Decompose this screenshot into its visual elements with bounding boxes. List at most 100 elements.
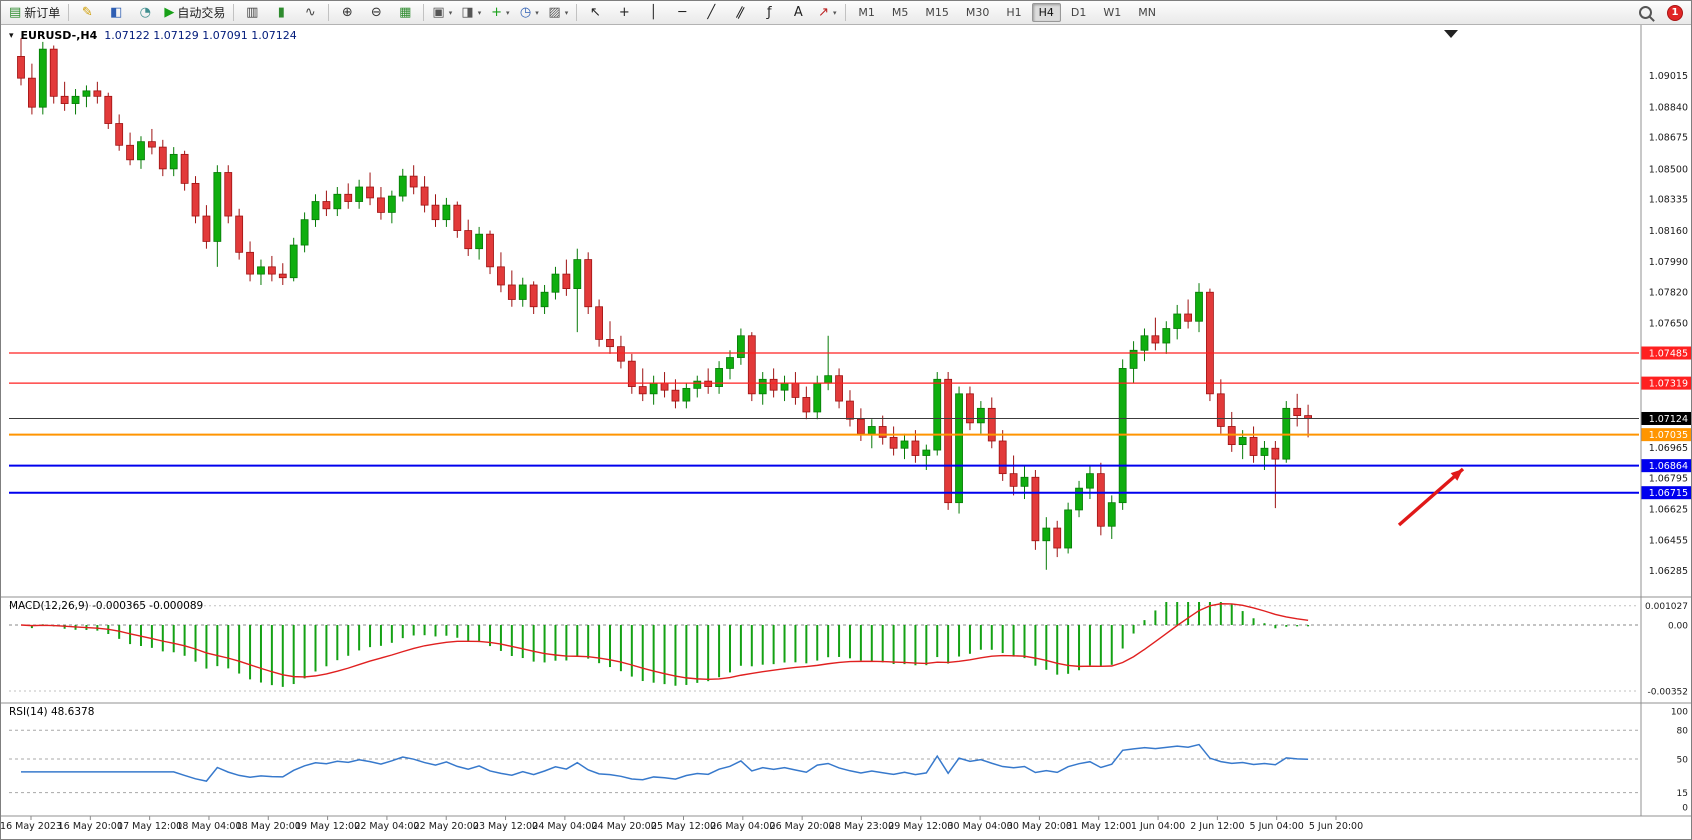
strategy-tester-button[interactable]: ◔ <box>131 2 159 24</box>
toolbar-separator <box>233 4 235 21</box>
horizontal-line-button[interactable]: ─ <box>668 2 696 24</box>
notification-badge[interactable]: 1 <box>1667 4 1683 21</box>
template-button[interactable]: ▨ ▾ <box>544 2 572 24</box>
bar-chart-button[interactable]: ▥ <box>238 2 266 24</box>
bull-candle <box>311 201 320 221</box>
bear-candle <box>507 284 516 300</box>
arrow-icon: ↗ <box>818 5 830 20</box>
bear-candle <box>1184 313 1193 322</box>
crosshair-button[interactable]: + <box>610 2 638 24</box>
tile-windows-icon: ▦ <box>399 5 412 20</box>
bear-candle <box>529 284 538 308</box>
time-label: 22 May 20:00 <box>414 821 479 832</box>
autotrading-button[interactable]: ▶ 自动交易 <box>160 2 229 24</box>
timeframe-MN[interactable]: MN <box>1138 6 1156 19</box>
time-label: 24 May 04:00 <box>532 821 597 832</box>
timeframe-H1[interactable]: H1 <box>1006 6 1022 19</box>
period-button[interactable]: ◷ ▾ <box>515 2 543 24</box>
bull-candle <box>475 233 484 250</box>
price-label: 1.07820 <box>1649 288 1688 299</box>
bear-candle <box>180 153 189 184</box>
timeframe-M15[interactable]: M15 <box>925 6 949 19</box>
timeframe-M1[interactable]: M1 <box>858 6 875 19</box>
bull-candle <box>1020 476 1029 487</box>
chevron-down-icon: ▾ <box>564 8 569 17</box>
clock-icon: ◷ <box>519 5 532 20</box>
bid-price-line-tag <box>1641 411 1691 425</box>
trendline-icon: ╱ <box>707 5 716 20</box>
rsi-scale-label: 0 <box>1682 804 1688 814</box>
price-label: 1.09015 <box>1649 71 1688 82</box>
resistance-line-2-tag <box>1641 376 1691 390</box>
price-tag-label: 1.07124 <box>1649 414 1688 425</box>
bull-candle <box>715 368 723 387</box>
timeframe-M5[interactable]: M5 <box>891 6 909 19</box>
market-watch-icon: ◧ <box>110 5 123 20</box>
bear-candle <box>835 375 843 402</box>
arrows-tool-button[interactable]: ↗ ▾ <box>813 2 841 24</box>
bear-candle <box>1206 291 1214 395</box>
timeframe-H4[interactable]: H4 <box>1031 3 1061 22</box>
macd-scale-label: 0.00 <box>1668 622 1688 632</box>
bull-candle <box>518 284 527 300</box>
cursor-button[interactable]: ↖ <box>581 2 609 24</box>
text-tool-button[interactable]: A <box>784 2 812 24</box>
bear-candle <box>878 426 887 438</box>
zoom-in-button[interactable]: ⊕ <box>333 2 361 24</box>
one-click-trading-toggle[interactable]: ▾ <box>9 30 14 41</box>
bull-candle <box>289 244 298 279</box>
tile-windows-button[interactable]: ▦ <box>391 2 419 24</box>
bear-candle <box>1151 335 1160 344</box>
candlestick-button[interactable]: ▮ <box>267 2 295 24</box>
search-button[interactable] <box>1631 2 1659 24</box>
tester-icon: ◔ <box>139 5 151 20</box>
bear-candle <box>420 186 429 206</box>
bear-candle <box>267 266 276 275</box>
bull-candle <box>71 95 80 104</box>
crosshair-icon: + <box>618 5 630 20</box>
support-line-2-tag <box>1641 486 1691 500</box>
bear-candle <box>627 360 636 387</box>
bear-candle <box>235 215 244 253</box>
bear-candle <box>486 233 494 268</box>
market-watch-button[interactable]: ◧ <box>102 2 130 24</box>
time-label: 5 Jun 04:00 <box>1250 821 1304 832</box>
bull-candle <box>1162 328 1171 344</box>
bear-candle <box>28 77 36 108</box>
metaeditor-button[interactable]: ✎ <box>73 2 101 24</box>
chart-shift-marker[interactable] <box>1444 30 1458 38</box>
bear-candle <box>802 397 811 413</box>
time-label: 17 May 12:00 <box>117 821 182 832</box>
channel-button[interactable]: ∥ <box>726 2 754 24</box>
timeframe-D1[interactable]: D1 <box>1070 6 1087 19</box>
time-label: 16 May 2023 <box>1 821 62 832</box>
price-label: 1.08160 <box>1649 226 1688 237</box>
chart-ohlc-values: 1.07122 1.07129 1.07091 1.07124 <box>104 29 297 42</box>
red-arrow-annotation[interactable] <box>1397 467 1465 527</box>
vertical-line-button[interactable]: │ <box>639 2 667 24</box>
bear-candle <box>1031 476 1040 542</box>
bear-candle <box>60 95 69 104</box>
macd-scale-label: 0.001027 <box>1645 602 1688 612</box>
trendline-button[interactable]: ╱ <box>697 2 725 24</box>
bull-candle <box>933 378 942 451</box>
line-chart-button[interactable]: ∿ <box>296 2 324 24</box>
vertical-line-icon: │ <box>649 5 658 20</box>
time-label: 26 May 04:00 <box>710 821 775 832</box>
toolbar-separator <box>576 4 578 21</box>
new-order-button[interactable]: ▤ 新订单 <box>5 2 64 24</box>
add-indicator-button[interactable]: + ▾ <box>486 2 514 24</box>
chart-shift-button[interactable]: ◨ ▾ <box>457 2 485 24</box>
timeframe-M30[interactable]: M30 <box>965 6 990 19</box>
bear-candle <box>998 440 1007 475</box>
bull-candle <box>1129 349 1138 369</box>
fibonacci-button[interactable]: ƒ <box>755 2 783 24</box>
bull-candle <box>867 426 876 435</box>
zoom-out-button[interactable]: ⊖ <box>362 2 390 24</box>
price-label: 1.06625 <box>1649 505 1688 516</box>
timeframe-W1[interactable]: W1 <box>1103 6 1122 19</box>
cascade-windows-button[interactable]: ▣ ▾ <box>428 2 456 24</box>
bull-candle <box>540 291 549 308</box>
bear-candle <box>1053 527 1062 549</box>
